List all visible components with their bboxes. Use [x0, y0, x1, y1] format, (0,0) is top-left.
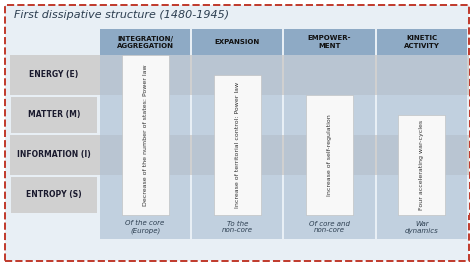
Text: ENTROPY (S): ENTROPY (S)	[26, 190, 82, 200]
Bar	[11, 177, 97, 213]
Bar	[377, 29, 467, 55]
Text: EXPANSION: EXPANSION	[215, 39, 260, 45]
Bar	[214, 75, 261, 215]
Text: Decrease of the number of states: Power law: Decrease of the number of states: Power …	[143, 64, 147, 206]
Bar	[10, 95, 469, 135]
Text: Increase of territorial control: Power law: Increase of territorial control: Power l…	[235, 82, 240, 208]
Text: Four accelerating war-cycles: Four accelerating war-cycles	[419, 120, 424, 210]
Bar	[100, 29, 190, 55]
Text: Increase of territorial control: Power law: Increase of territorial control: Power l…	[235, 82, 240, 208]
Text: Increase of self-regulation: Increase of self-regulation	[327, 114, 332, 196]
Text: MATTER (M): MATTER (M)	[28, 110, 80, 119]
Bar	[284, 55, 375, 215]
Bar	[10, 175, 469, 215]
Bar	[11, 137, 97, 173]
Bar	[11, 57, 97, 93]
Bar	[192, 215, 283, 239]
Text: First dissipative structure (1480-1945): First dissipative structure (1480-1945)	[14, 10, 229, 20]
Text: KINETIC
ACTIVITY: KINETIC ACTIVITY	[404, 35, 440, 48]
Text: EMPOWER-
MENT: EMPOWER- MENT	[308, 35, 351, 48]
Text: Decrease of the number of states: Power law: Decrease of the number of states: Power …	[143, 64, 147, 206]
Bar	[284, 215, 375, 239]
Bar	[100, 215, 190, 239]
Bar	[192, 29, 283, 55]
Text: Of the core
(Europe): Of the core (Europe)	[126, 220, 165, 234]
Bar	[306, 95, 353, 215]
Bar	[377, 215, 467, 239]
Bar	[10, 135, 469, 175]
Bar	[192, 55, 283, 215]
Bar	[284, 29, 375, 55]
Text: ENERGY (E): ENERGY (E)	[29, 70, 79, 80]
Text: Of core and
non-core: Of core and non-core	[309, 221, 350, 234]
Bar	[10, 55, 469, 95]
Text: INFORMATION (I): INFORMATION (I)	[17, 151, 91, 160]
Text: To the
non-core: To the non-core	[222, 221, 253, 234]
Bar	[377, 55, 467, 215]
Bar	[399, 115, 446, 215]
Text: INTEGRATION/
AGGREGATION: INTEGRATION/ AGGREGATION	[117, 35, 173, 48]
Text: War
dynamics: War dynamics	[405, 221, 439, 234]
Bar	[100, 55, 190, 215]
Bar	[11, 97, 97, 133]
Bar	[122, 55, 169, 215]
